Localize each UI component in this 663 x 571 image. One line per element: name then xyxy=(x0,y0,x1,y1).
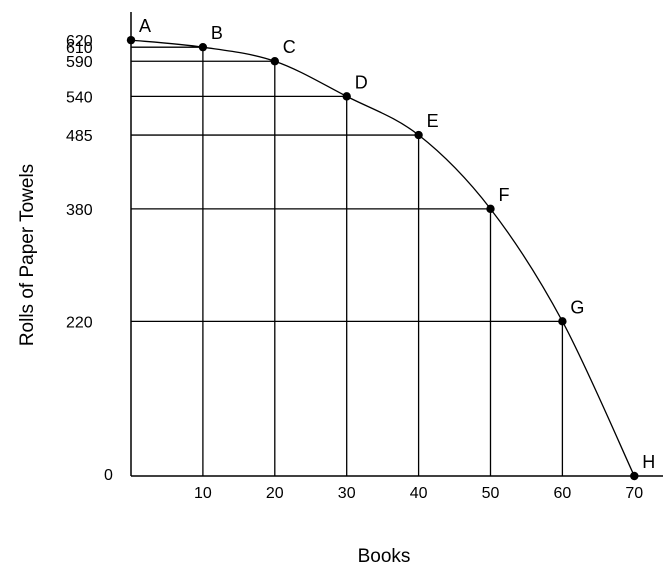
drop-lines xyxy=(131,46,564,476)
ppf-curve xyxy=(130,39,635,477)
y-tick-220: 220 xyxy=(66,314,93,331)
point-label-b: B xyxy=(211,23,223,43)
x-tick-70: 70 xyxy=(625,485,643,502)
point-h xyxy=(630,471,639,481)
x-axis-label: Books xyxy=(358,546,411,567)
x-tick-20: 20 xyxy=(266,485,284,502)
point-a xyxy=(126,35,136,45)
point-label-g: G xyxy=(570,297,584,317)
data-points xyxy=(126,35,639,481)
y-tick-610: 610 xyxy=(66,40,93,57)
origin-label: 0 xyxy=(104,467,113,484)
y-axis-label: Rolls of Paper Towels xyxy=(17,164,38,346)
x-tick-40: 40 xyxy=(410,485,428,502)
y-tick-380: 380 xyxy=(66,202,93,219)
point-label-f: F xyxy=(499,185,510,205)
y-tick-620: 620 xyxy=(66,33,93,50)
x-tick-50: 50 xyxy=(482,485,500,502)
y-tick-485: 485 xyxy=(66,128,93,145)
point-label-h: H xyxy=(642,452,655,472)
x-tick-labels: 10 20 30 40 50 60 70 xyxy=(194,485,643,502)
point-c xyxy=(270,57,279,66)
point-labels: A B C D E F G H xyxy=(139,16,655,472)
point-label-d: D xyxy=(355,72,368,92)
point-b xyxy=(198,42,208,52)
y-tick-590: 590 xyxy=(66,54,93,71)
point-d xyxy=(342,92,351,101)
y-tick-540: 540 xyxy=(66,89,93,106)
point-label-a: A xyxy=(139,16,151,36)
point-e xyxy=(414,130,423,140)
x-tick-10: 10 xyxy=(194,485,212,502)
point-g xyxy=(558,317,567,326)
point-f xyxy=(486,204,495,214)
point-label-e: E xyxy=(427,111,439,131)
point-label-c: C xyxy=(283,37,296,57)
x-tick-30: 30 xyxy=(338,485,356,502)
x-tick-60: 60 xyxy=(554,485,572,502)
